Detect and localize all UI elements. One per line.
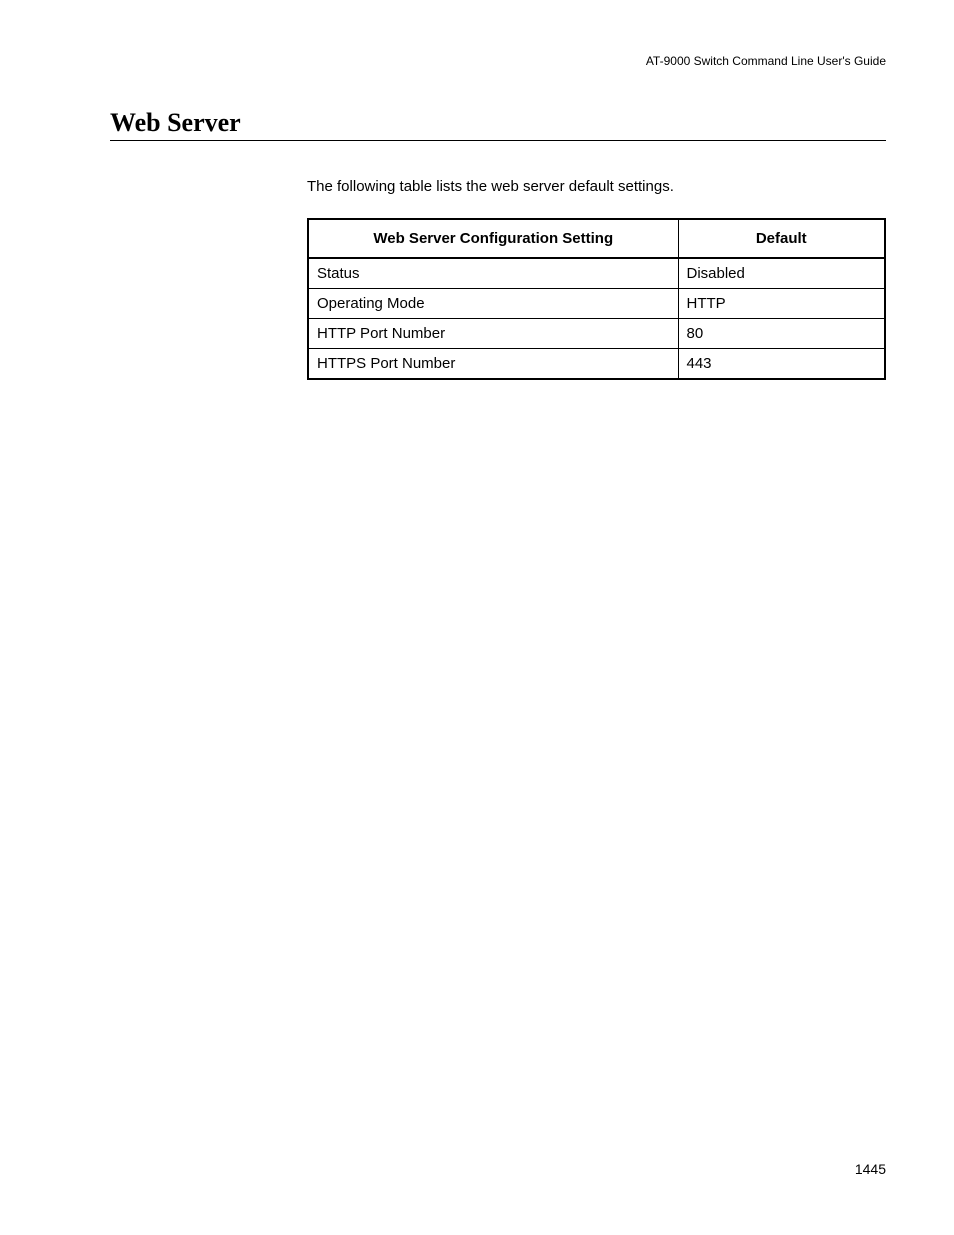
table-cell-default: Disabled	[678, 258, 885, 289]
heading-underline	[110, 140, 886, 141]
table-cell-default: 80	[678, 319, 885, 349]
section-heading: Web Server	[110, 108, 241, 138]
table-cell-default: 443	[678, 349, 885, 380]
table-cell-setting: Status	[308, 258, 678, 289]
table-header-setting: Web Server Configuration Setting	[308, 219, 678, 258]
table-row: HTTP Port Number 80	[308, 319, 885, 349]
table-cell-setting: HTTPS Port Number	[308, 349, 678, 380]
table-row: Status Disabled	[308, 258, 885, 289]
intro-text: The following table lists the web server…	[307, 178, 674, 195]
table-cell-setting: HTTP Port Number	[308, 319, 678, 349]
table-cell-setting: Operating Mode	[308, 289, 678, 319]
guide-title: AT-9000 Switch Command Line User's Guide	[646, 54, 886, 68]
config-table: Web Server Configuration Setting Default…	[307, 218, 886, 380]
table-row: Operating Mode HTTP	[308, 289, 885, 319]
table-header-row: Web Server Configuration Setting Default	[308, 219, 885, 258]
page-header: AT-9000 Switch Command Line User's Guide	[646, 54, 886, 68]
table-row: HTTPS Port Number 443	[308, 349, 885, 380]
table-header-default: Default	[678, 219, 885, 258]
page-number: 1445	[855, 1161, 886, 1177]
table-cell-default: HTTP	[678, 289, 885, 319]
